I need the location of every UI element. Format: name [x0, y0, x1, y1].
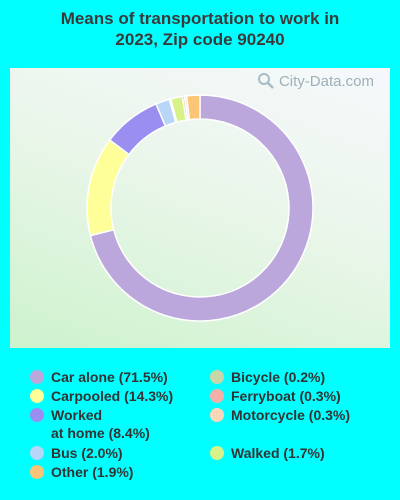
legend-label: Bus (2.0%)	[51, 444, 123, 462]
legend-label: Motorcycle (0.3%)	[231, 406, 350, 424]
legend-label-line2: at home (8.4%)	[51, 425, 150, 441]
legend-swatch	[210, 446, 224, 460]
legend-swatch	[210, 408, 224, 422]
chart-title-line2: 2023, Zip code 90240	[0, 29, 400, 50]
legend-swatch	[30, 389, 44, 403]
legend-item-ferryboat: Ferryboat (0.3%)	[210, 387, 341, 405]
legend-label: Bicycle (0.2%)	[231, 368, 325, 386]
legend-label-line1: Worked	[51, 407, 102, 423]
legend-label: Ferryboat (0.3%)	[231, 387, 341, 405]
legend-swatch	[30, 370, 44, 384]
legend-item-other: Other (1.9%)	[30, 463, 133, 481]
chart-title-line1: Means of transportation to work in	[0, 8, 400, 29]
donut-chart	[10, 68, 390, 348]
legend-label: Worked at home (8.4%)	[51, 406, 150, 442]
slice-other	[187, 95, 200, 120]
legend-swatch	[30, 446, 44, 460]
slice-worked-at-home	[110, 104, 166, 154]
legend-item-motorcycle: Motorcycle (0.3%)	[210, 406, 350, 424]
legend-item-car-alone: Car alone (71.5%)	[30, 368, 168, 386]
legend-item-bus: Bus (2.0%)	[30, 444, 123, 462]
legend-label: Other (1.9%)	[51, 463, 133, 481]
legend-item-carpooled: Carpooled (14.3%)	[30, 387, 173, 405]
legend-swatch	[30, 465, 44, 479]
legend-swatch	[210, 370, 224, 384]
legend-item-bicycle: Bicycle (0.2%)	[210, 368, 325, 386]
legend-item-walked: Walked (1.7%)	[210, 444, 325, 462]
slice-carpooled	[87, 140, 129, 236]
legend-swatch	[30, 408, 44, 422]
legend-swatch	[210, 389, 224, 403]
chart-panel: City-Data.com	[10, 68, 390, 348]
legend-label: Walked (1.7%)	[231, 444, 325, 462]
legend-label: Car alone (71.5%)	[51, 368, 168, 386]
legend: Car alone (71.5%) Carpooled (14.3%) Work…	[0, 360, 400, 490]
legend-item-worked-at-home: Worked at home (8.4%)	[30, 406, 150, 442]
chart-title: Means of transportation to work in 2023,…	[0, 8, 400, 50]
legend-label: Carpooled (14.3%)	[51, 387, 173, 405]
